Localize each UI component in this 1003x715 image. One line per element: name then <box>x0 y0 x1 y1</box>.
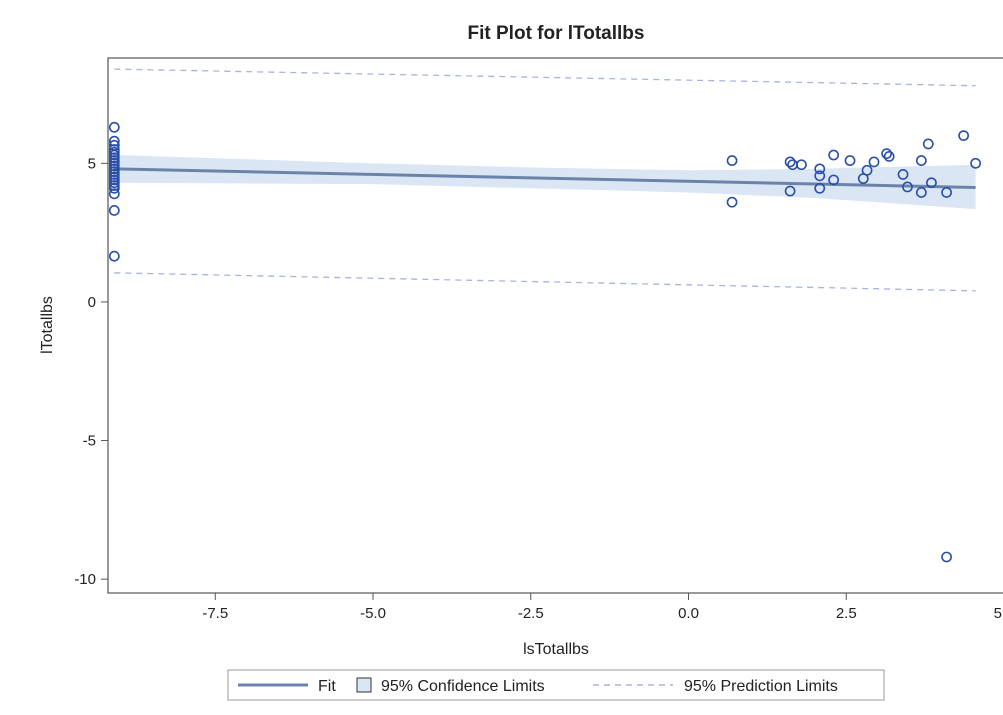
x-tick-label: 2.5 <box>836 605 857 622</box>
legend: Fit 95% Confidence Limits 95% Prediction… <box>227 669 885 701</box>
data-point <box>868 156 880 168</box>
data-point <box>108 121 120 133</box>
legend-prediction-label: 95% Prediction Limits <box>684 678 838 695</box>
data-point <box>941 187 952 198</box>
data-point <box>108 182 120 194</box>
data-point <box>814 182 826 194</box>
data-point <box>108 205 120 216</box>
data-point <box>726 196 738 208</box>
points-layer <box>108 121 982 563</box>
data-point <box>902 181 913 193</box>
y-tick-label: 5 <box>88 155 96 172</box>
plot-area-border <box>107 57 1003 594</box>
legend-confidence-label: 95% Confidence Limits <box>381 678 545 695</box>
data-point <box>958 130 970 142</box>
chart-title: Fit Plot for lTotallbs <box>468 23 645 44</box>
prediction-limit-lower <box>114 272 976 292</box>
data-point <box>970 157 982 169</box>
data-point <box>915 187 927 198</box>
bands-layer <box>114 68 976 292</box>
legend-box <box>227 669 885 701</box>
data-point <box>828 149 840 161</box>
x-axis-label: lsTotallbs <box>523 641 589 658</box>
x-tick-label: -5.0 <box>360 605 386 622</box>
data-point <box>814 170 826 182</box>
x-tick-label: 0.0 <box>678 605 699 622</box>
x-tick-label: -7.5 <box>202 605 228 622</box>
data-point <box>881 148 893 160</box>
data-point <box>941 551 952 563</box>
data-point <box>784 156 796 168</box>
data-point <box>926 177 937 189</box>
data-point <box>784 185 796 197</box>
y-axis-label: lTotallbs <box>39 296 56 354</box>
data-point <box>796 159 807 171</box>
x-tick-label: 5.0 <box>994 605 1003 622</box>
data-point <box>915 155 927 166</box>
data-point <box>828 174 840 186</box>
data-point <box>844 155 856 166</box>
data-point <box>897 169 909 180</box>
data-point <box>922 138 934 150</box>
y-tick-label: -10 <box>74 571 96 588</box>
x-tick-label: -2.5 <box>518 605 544 622</box>
prediction-limit-upper <box>114 68 976 87</box>
data-point <box>861 164 873 176</box>
y-tick-label: 0 <box>88 294 96 311</box>
data-point <box>108 250 120 262</box>
x-axis: -7.5 -5.0 -2.5 0.0 2.5 5.0 <box>202 593 1003 622</box>
legend-fit-label: Fit <box>318 678 336 695</box>
y-tick-label: -5 <box>83 433 96 450</box>
data-point <box>726 155 738 166</box>
legend-confidence-swatch <box>356 677 372 693</box>
data-point <box>108 135 120 147</box>
y-axis: -10 -5 0 5 <box>74 155 108 588</box>
confidence-band <box>114 155 976 210</box>
data-point <box>883 151 895 162</box>
data-point <box>108 188 120 200</box>
data-point <box>814 163 826 175</box>
